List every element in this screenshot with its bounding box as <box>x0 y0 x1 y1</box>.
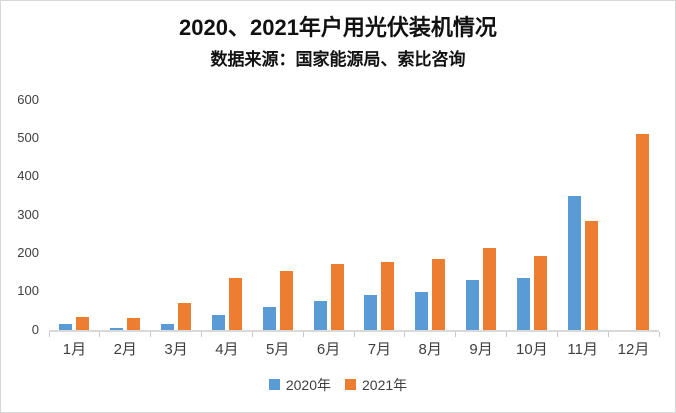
chart-header: 2020、2021年户用光伏装机情况 数据来源：国家能源局、索比咨询 <box>1 14 675 70</box>
legend-label: 2020年 <box>285 376 331 393</box>
bar-2021年-3月 <box>178 302 192 330</box>
bar-2020年-3月 <box>161 323 175 330</box>
bar-2020年-9月 <box>466 279 480 330</box>
bar-groups <box>49 100 659 330</box>
x-axis-label-8月: 8月 <box>418 340 442 358</box>
bar-group-8月 <box>405 100 456 330</box>
x-axis-label-12月: 12月 <box>617 340 650 358</box>
bar-2020年-2月 <box>110 327 124 330</box>
x-axis-label-9月: 9月 <box>469 340 493 358</box>
bar-2021年-10月 <box>533 255 547 330</box>
bar-2021年-11月 <box>584 220 598 330</box>
x-axis-tick <box>607 331 609 337</box>
bar-2021年-6月 <box>330 263 344 330</box>
x-axis-label-2月: 2月 <box>113 340 137 358</box>
x-axis-label-1月: 1月 <box>62 340 87 358</box>
bar-group-9月 <box>456 100 507 330</box>
bar-2021年-1月 <box>76 316 90 330</box>
x-axis-labels: 1月 2月 3月 4月 5月 6月 7月 8月 9月 10月 11月 12月 <box>49 338 659 359</box>
legend-item-2021年: 2021年 <box>345 375 407 395</box>
x-axis-tick <box>556 331 558 337</box>
bar-2021年-8月 <box>432 258 446 330</box>
chart-area: 0 100 200 300 400 500 600 <box>17 92 660 337</box>
bar-2020年-5月 <box>262 306 276 330</box>
legend: 2020年 2021年 <box>1 375 675 395</box>
bar-2020年-8月 <box>415 291 429 330</box>
bar-2020年-1月 <box>59 323 73 330</box>
x-axis-label-3月: 3月 <box>164 340 188 358</box>
bar-group-5月 <box>252 100 303 330</box>
x-axis-tick <box>404 331 406 337</box>
bar-group-4月 <box>201 100 252 330</box>
y-axis-tick-label: 600 <box>17 91 39 107</box>
x-axis-tick <box>48 331 50 337</box>
x-axis-label-4月: 4月 <box>215 340 239 358</box>
chart-title: 2020、2021年户用光伏装机情况 <box>179 15 497 40</box>
x-axis-tick <box>455 331 457 337</box>
x-axis-tick <box>99 331 101 337</box>
x-axis-label-7月: 7月 <box>367 340 392 358</box>
y-axis-tick-label: 200 <box>17 244 39 260</box>
bar-group-12月 <box>608 100 659 330</box>
bar-group-11月 <box>557 100 608 330</box>
x-axis-tick <box>506 331 507 337</box>
bar-group-7月 <box>354 100 405 330</box>
y-axis-tick-label: 300 <box>17 206 39 222</box>
x-axis-label-10月: 10月 <box>516 340 548 358</box>
y-axis-tick-label: 500 <box>17 129 39 145</box>
y-axis-tick-label: 0 <box>31 321 39 337</box>
bar-group-2月 <box>100 100 151 330</box>
x-axis-tick <box>251 331 253 337</box>
x-axis-tick <box>658 331 660 337</box>
legend-item-2020年: 2020年 <box>268 375 331 395</box>
bar-2020年-4月 <box>211 314 225 330</box>
bar-2021年-2月 <box>127 317 141 330</box>
legend-swatch-2021年 <box>345 379 356 390</box>
x-axis-tick <box>353 331 355 337</box>
x-axis-label-11月: 11月 <box>567 340 598 358</box>
legend-swatch-2020年 <box>268 379 280 390</box>
x-axis-tick <box>302 331 304 337</box>
chart-subtitle: 数据来源：国家能源局、索比咨询 <box>210 49 466 69</box>
x-axis-label-6月: 6月 <box>316 340 341 358</box>
bar-group-3月 <box>151 100 202 330</box>
y-axis-tick-label: 100 <box>17 283 39 299</box>
bar-2021年-5月 <box>279 270 293 330</box>
bar-2021年-12月 <box>635 133 649 330</box>
x-axis-tick <box>150 331 152 337</box>
bar-2021年-7月 <box>381 261 395 330</box>
legend-label: 2021年 <box>362 376 408 393</box>
bar-2020年-10月 <box>516 277 530 330</box>
x-axis-label-5月: 5月 <box>266 340 290 358</box>
bar-2021年-9月 <box>483 247 497 330</box>
x-axis-tick <box>201 331 202 337</box>
plot-area: 0 100 200 300 400 500 600 <box>17 92 660 337</box>
bar-group-6月 <box>303 100 354 330</box>
bar-group-1月 <box>49 100 100 330</box>
bar-group-10月 <box>506 100 557 330</box>
bar-2021年-4月 <box>228 277 242 330</box>
bar-2020年-6月 <box>313 300 327 330</box>
bar-2020年-7月 <box>364 294 378 330</box>
y-axis-tick-label: 400 <box>17 168 39 184</box>
bar-2020年-11月 <box>567 195 581 330</box>
